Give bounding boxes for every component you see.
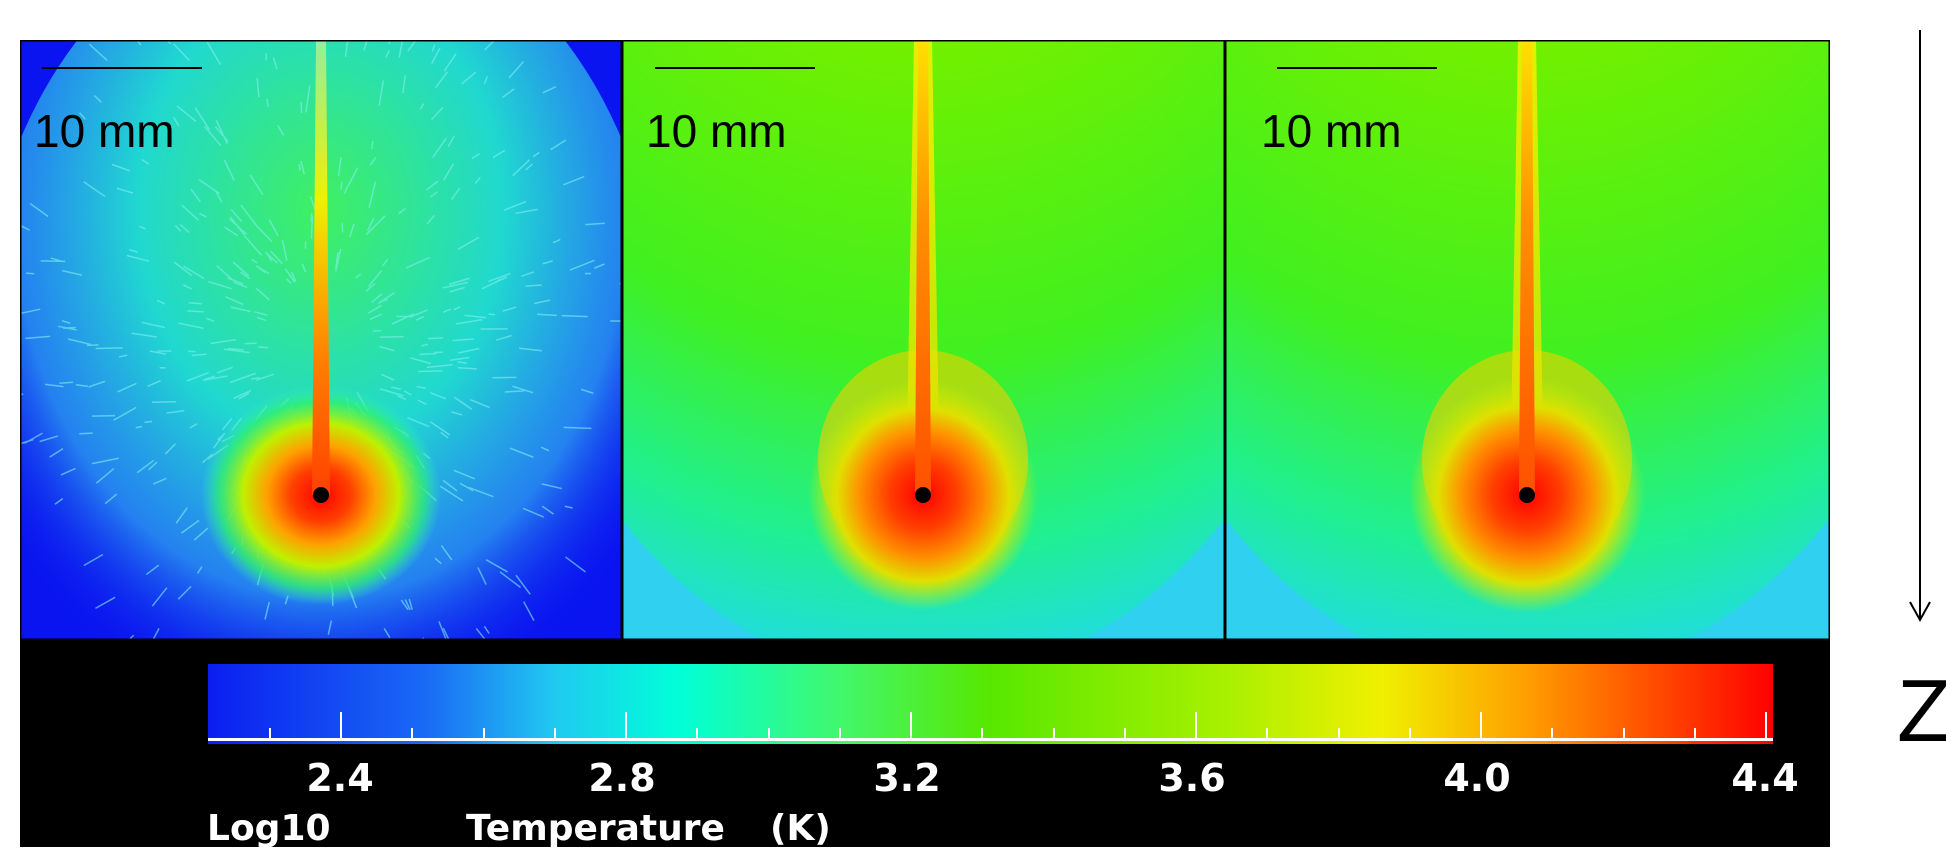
scale-bar-2: [655, 67, 815, 69]
colorbar-tick-label-2: 3.2: [873, 756, 940, 800]
colorbar-minor-tick: [768, 728, 770, 740]
colorbar-tick-label-3: 3.6: [1158, 756, 1225, 800]
z-axis-label: Z: [1897, 660, 1946, 762]
colorbar-minor-tick: [839, 728, 841, 740]
z-axis-arrow: [1900, 30, 1940, 630]
colorbar-label-prefix: Log10: [207, 808, 331, 849]
colorbar-tick-label-1: 2.8: [588, 756, 655, 800]
colorbar-minor-tick: [554, 728, 556, 740]
colorbar-tick-label-4: 4.0: [1443, 756, 1510, 800]
colorbar-minor-tick: [269, 728, 271, 740]
colorbar-tick-label-5: 4.4: [1731, 756, 1798, 800]
colorbar-major-tick: [910, 712, 912, 740]
scale-bar-3: [1277, 67, 1437, 69]
colorbar-label-quantity: Temperature: [466, 808, 725, 849]
scale-bar-1: [42, 67, 202, 69]
colorbar-minor-tick: [411, 728, 413, 740]
colorbar-label-unit: (K): [770, 808, 831, 849]
colorbar-minor-tick: [1124, 728, 1126, 740]
colorbar-minor-tick: [1266, 728, 1268, 740]
colorbar-minor-tick: [1551, 728, 1553, 740]
scale-label-2: 10 mm: [646, 108, 787, 154]
colorbar-baseline: [208, 738, 1773, 741]
colorbar-major-tick: [1480, 712, 1482, 740]
colorbar-minor-tick: [483, 728, 485, 740]
colorbar-minor-tick: [1409, 728, 1411, 740]
colorbar-tick-label-0: 2.4: [306, 756, 373, 800]
colorbar-minor-tick: [696, 728, 698, 740]
colorbar-major-tick: [625, 712, 627, 740]
scale-label-3: 10 mm: [1261, 108, 1402, 154]
colorbar-minor-tick: [981, 728, 983, 740]
colorbar-major-tick: [1765, 712, 1767, 740]
colorbar-minor-tick: [1623, 728, 1625, 740]
colorbar-minor-tick: [1694, 728, 1696, 740]
scale-label-1: 10 mm: [34, 108, 175, 154]
colorbar-gradient: [208, 664, 1773, 744]
colorbar-minor-tick: [1338, 728, 1340, 740]
colorbar-minor-tick: [1053, 728, 1055, 740]
colorbar-major-tick: [1195, 712, 1197, 740]
colorbar-major-tick: [340, 712, 342, 740]
